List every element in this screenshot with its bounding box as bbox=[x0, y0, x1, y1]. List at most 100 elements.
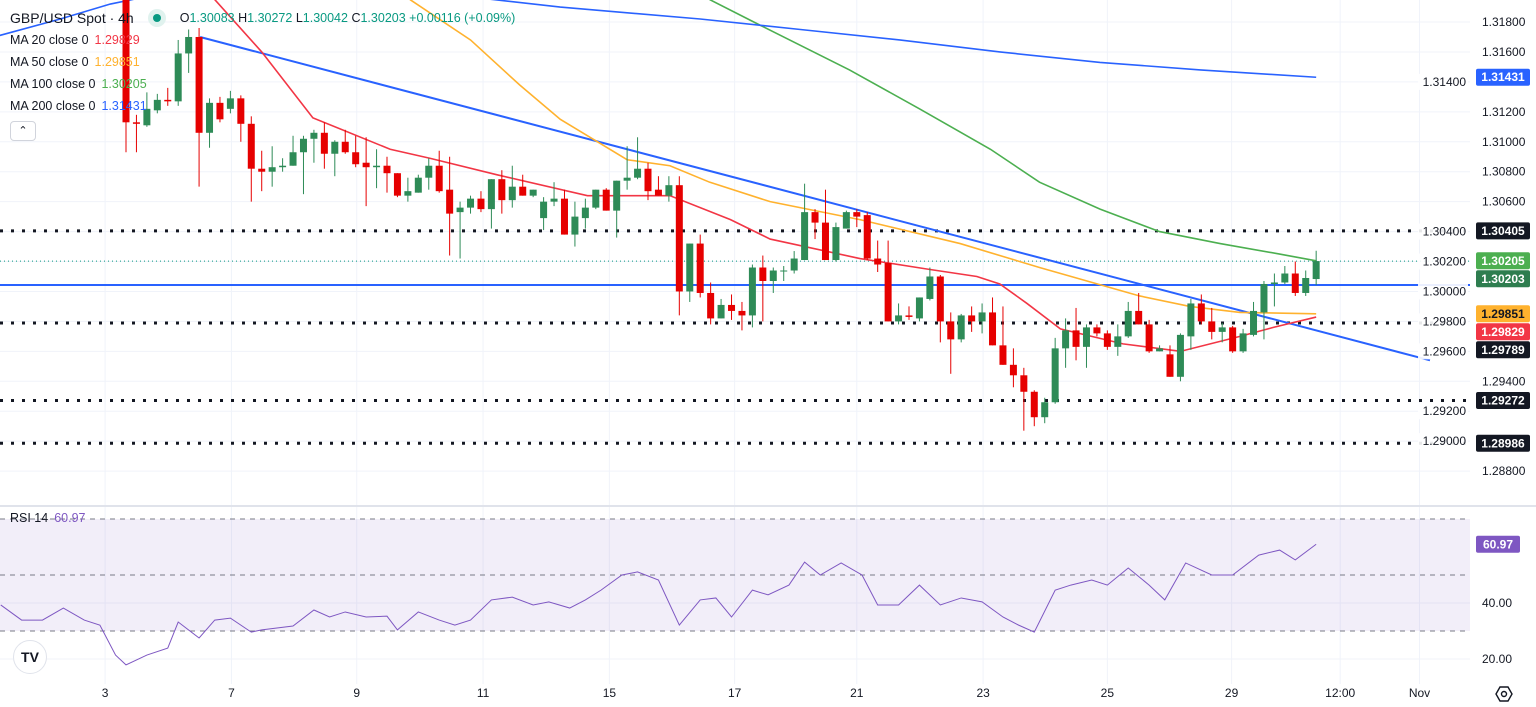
candle-body bbox=[717, 304, 725, 319]
candle bbox=[289, 135, 297, 166]
candle bbox=[279, 158, 287, 172]
candle-body bbox=[341, 141, 349, 153]
candle bbox=[529, 189, 537, 198]
price-badge: 1.29851 bbox=[1476, 305, 1530, 323]
settings-icon[interactable] bbox=[1495, 685, 1513, 703]
price-tick-label-inner: 1.29200 bbox=[1418, 403, 1468, 420]
rsi-legend[interactable]: RSI 14 60.97 bbox=[10, 511, 86, 525]
indicator-ma20[interactable]: MA 20 close 0 1.29829 bbox=[10, 33, 140, 47]
indicator-ma200[interactable]: MA 200 close 0 1.31431 bbox=[10, 99, 147, 113]
price-tick-label: 1.31800 bbox=[1482, 15, 1526, 29]
candle bbox=[654, 176, 662, 196]
price-badge-label: 1.29851 bbox=[1481, 307, 1525, 321]
chevron-up-icon: ⌃ bbox=[18, 125, 28, 137]
price-tick-label-inner: 1.30000 bbox=[1418, 283, 1468, 300]
rsi-tick-label: 40.00 bbox=[1482, 596, 1512, 610]
time-axis[interactable]: 3 7 9 11 15 17 21 23 25 29 12:00 Nov bbox=[102, 686, 1430, 700]
candle bbox=[1103, 330, 1111, 350]
candle-body bbox=[1176, 334, 1184, 377]
candle bbox=[936, 275, 944, 343]
price-tick-label-inner: 1.29600 bbox=[1418, 343, 1468, 360]
candle-body bbox=[926, 276, 934, 299]
candle-body bbox=[915, 297, 923, 319]
candle-body bbox=[1145, 324, 1153, 352]
price-badge-bg bbox=[1476, 222, 1530, 240]
price-badge-bg bbox=[1476, 391, 1530, 409]
rsi-tick-label: 20.00 bbox=[1482, 652, 1512, 666]
price-badge-label: 1.28986 bbox=[1481, 436, 1525, 450]
candle-body bbox=[383, 165, 391, 174]
candle-body bbox=[226, 98, 234, 109]
candle bbox=[1009, 348, 1017, 388]
candle-body bbox=[1156, 348, 1164, 352]
trendline[interactable] bbox=[199, 36, 1431, 362]
candle-body bbox=[529, 189, 537, 196]
collapse-legend-button[interactable]: ⌃ bbox=[10, 121, 36, 141]
candle bbox=[592, 189, 600, 210]
candle-body bbox=[1103, 333, 1111, 347]
price-tick-label: 1.28800 bbox=[1482, 464, 1526, 478]
candle-body bbox=[1124, 310, 1132, 337]
time-tick-label: 29 bbox=[1225, 686, 1239, 700]
candle-body bbox=[331, 141, 339, 154]
candle-body bbox=[498, 179, 506, 201]
candle-body bbox=[320, 132, 328, 154]
candle-body bbox=[1062, 330, 1070, 349]
candle-body bbox=[1051, 348, 1059, 403]
candle bbox=[1270, 273, 1278, 307]
candle-body bbox=[978, 312, 986, 322]
candle bbox=[477, 191, 485, 213]
candle bbox=[1166, 345, 1174, 377]
candle-body bbox=[853, 212, 861, 217]
candle bbox=[1020, 367, 1028, 431]
candle-body bbox=[132, 122, 140, 124]
candle bbox=[164, 87, 172, 106]
candle bbox=[832, 222, 840, 262]
candle bbox=[1187, 298, 1195, 350]
candle bbox=[195, 27, 203, 187]
candle bbox=[435, 150, 443, 193]
candle bbox=[728, 294, 736, 320]
price-tick-label: 1.30000 bbox=[1423, 284, 1467, 298]
tick-label-bg bbox=[1418, 73, 1468, 90]
candle-body bbox=[435, 165, 443, 192]
open-value: 1.30083 bbox=[189, 11, 235, 25]
tick-label-bg bbox=[1418, 403, 1468, 420]
candle-body bbox=[1072, 330, 1080, 347]
tradingview-logo[interactable]: TV bbox=[13, 640, 47, 674]
candle-body bbox=[707, 292, 715, 319]
candle bbox=[1302, 270, 1310, 296]
candle bbox=[1218, 322, 1226, 343]
symbol-title[interactable]: GBP/USD Spot · 4h bbox=[10, 10, 134, 26]
ohlc-values: O1.30083 H1.30272 L1.30042 C1.30203 +0.0… bbox=[179, 11, 516, 25]
price-badge-label: 1.30203 bbox=[1481, 272, 1525, 286]
candle-body bbox=[414, 177, 422, 193]
candle bbox=[268, 146, 276, 187]
high-value: 1.30272 bbox=[247, 11, 293, 25]
candle-body bbox=[352, 152, 360, 165]
candle-body bbox=[957, 315, 965, 340]
price-badge: 1.31431 bbox=[1476, 68, 1530, 86]
indicator-ma50[interactable]: MA 50 close 0 1.29851 bbox=[10, 55, 140, 69]
candle-body bbox=[237, 98, 245, 124]
horizontal-levels[interactable] bbox=[0, 229, 1470, 445]
price-badge-bg bbox=[1476, 270, 1530, 288]
tick-label-bg bbox=[1418, 283, 1468, 300]
price-axis[interactable]: 1.31800 1.31600 1.31400 1.31200 1.31000 1.308… bbox=[1418, 15, 1526, 666]
candle bbox=[801, 183, 809, 261]
candle bbox=[790, 251, 798, 274]
candle-body bbox=[1114, 336, 1122, 347]
indicator-ma100[interactable]: MA 100 close 0 1.30205 bbox=[10, 77, 147, 91]
time-tick-label: 21 bbox=[850, 686, 864, 700]
candle bbox=[1208, 307, 1216, 340]
candle bbox=[1291, 261, 1299, 296]
price-badge-label: 1.30205 bbox=[1481, 254, 1525, 268]
candle bbox=[1156, 345, 1164, 352]
candle-body bbox=[623, 177, 631, 181]
candle-body bbox=[613, 180, 621, 211]
candle bbox=[122, 0, 130, 153]
time-tick-label: 23 bbox=[976, 686, 990, 700]
price-badge-label: 1.29789 bbox=[1481, 343, 1525, 357]
candle bbox=[132, 114, 140, 153]
